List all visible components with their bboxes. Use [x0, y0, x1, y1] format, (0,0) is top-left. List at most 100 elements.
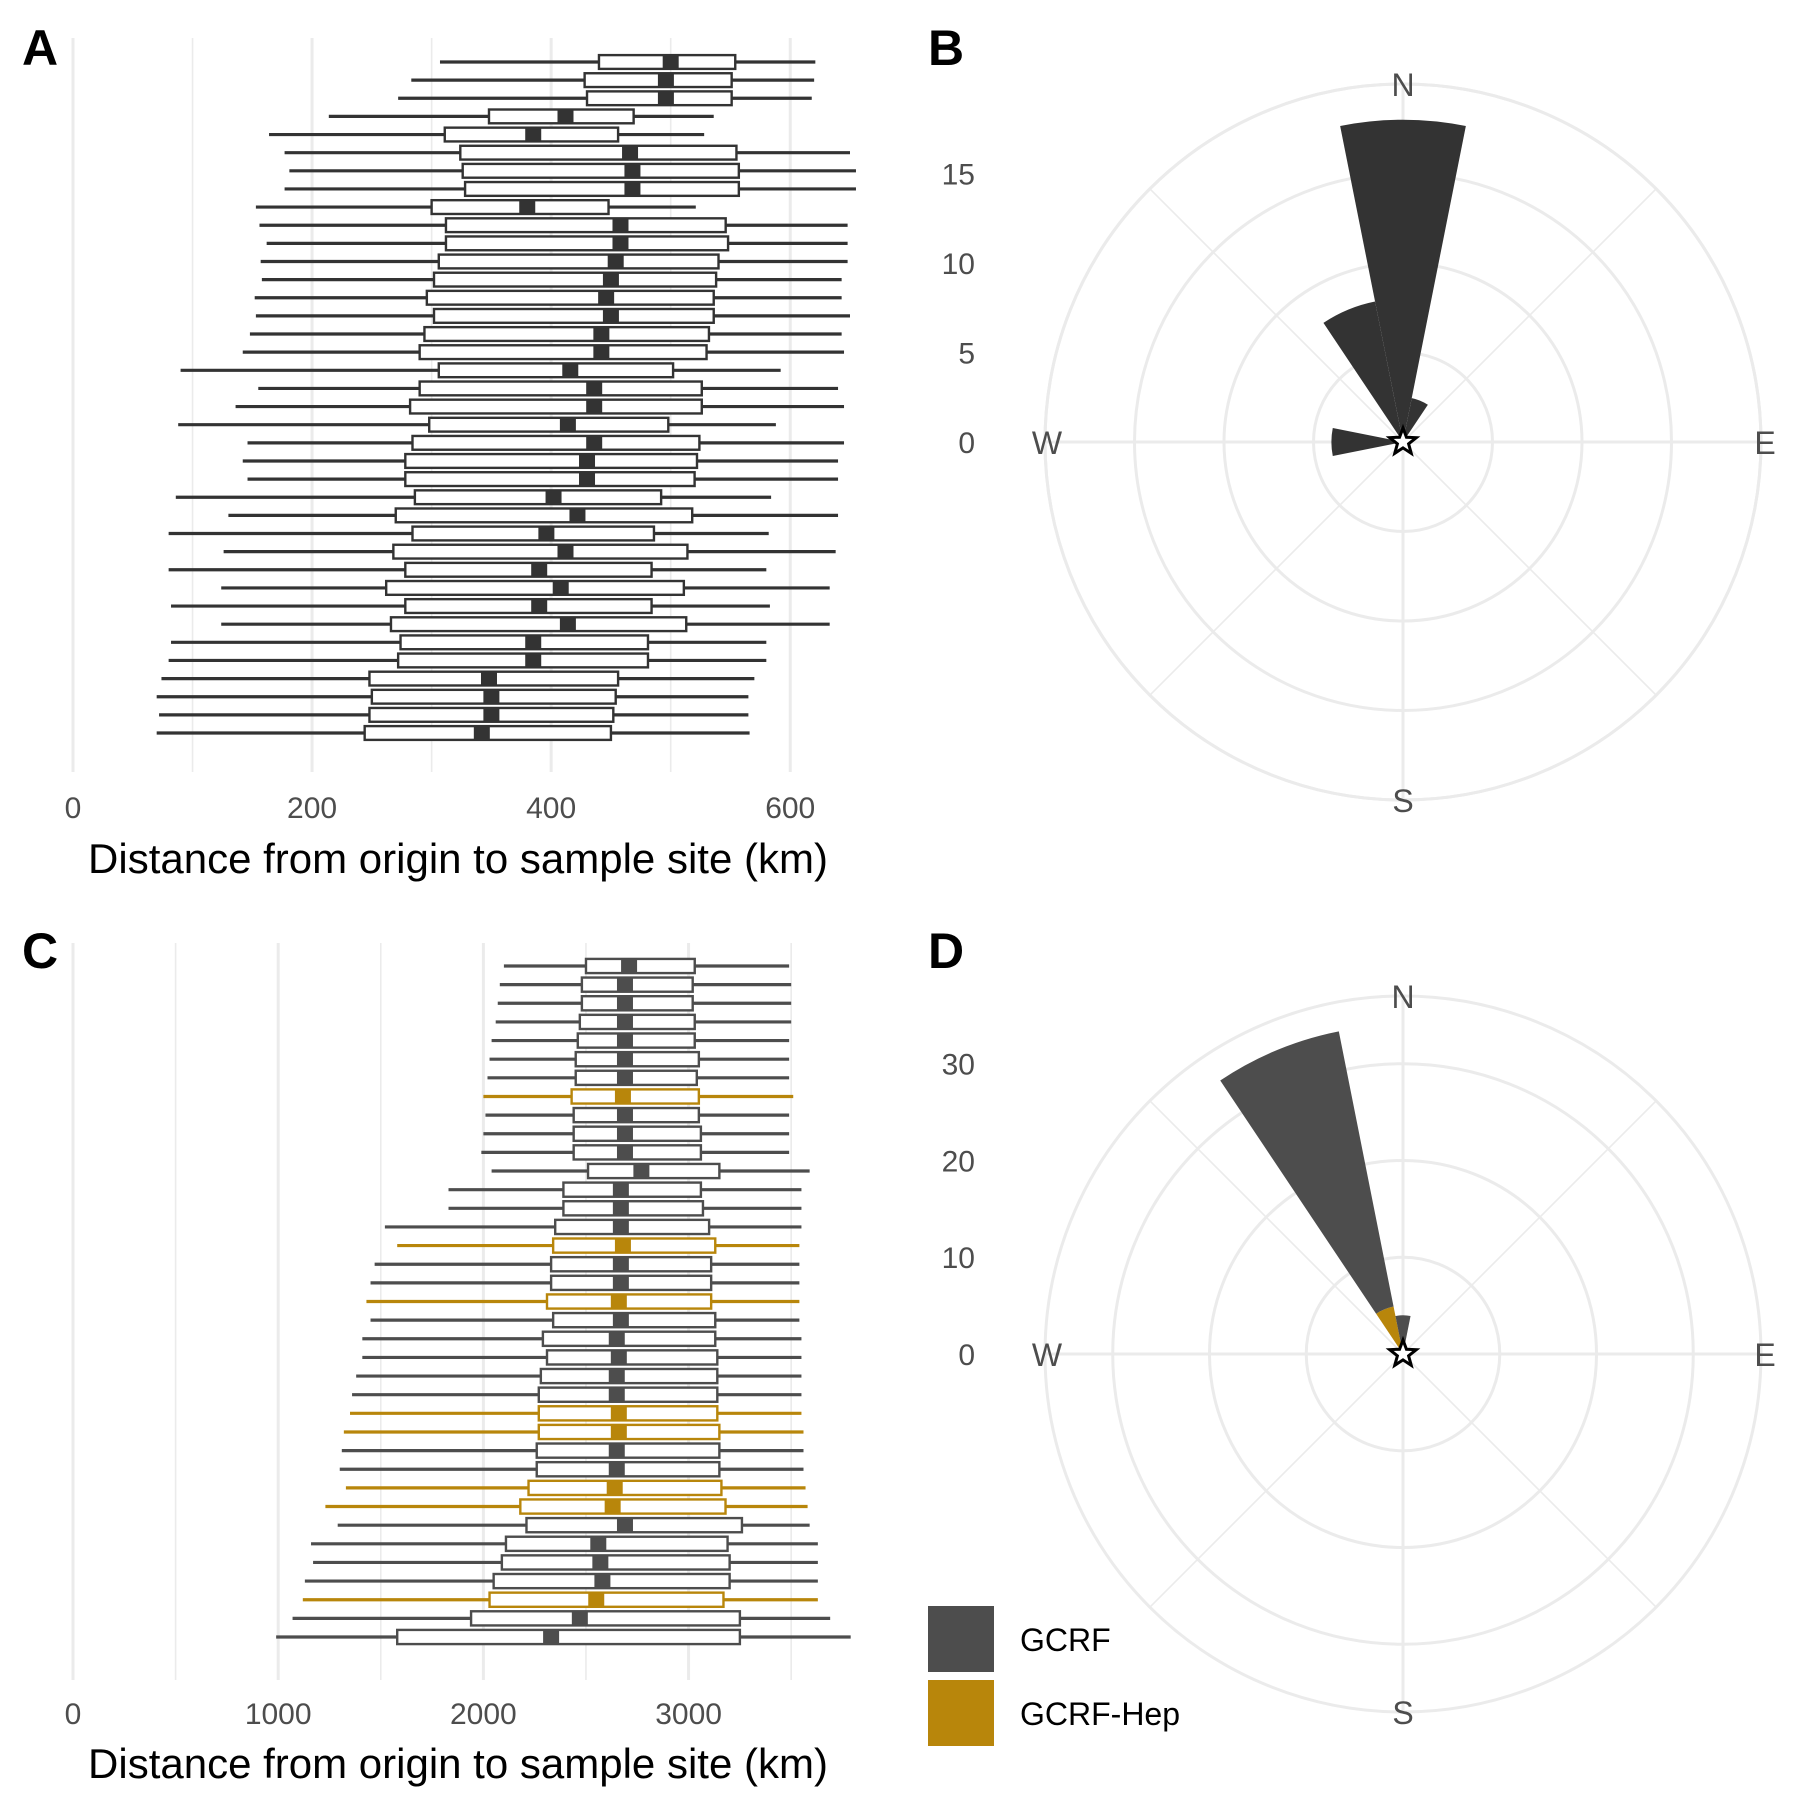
box-median [562, 363, 579, 378]
box-26 [228, 507, 839, 524]
box-iqr [404, 561, 653, 578]
box-median [594, 1574, 611, 1589]
box-iqr [572, 1125, 703, 1143]
compass-label-n: N [1391, 979, 1414, 1015]
box-median [616, 1033, 633, 1048]
box-iqr [562, 1181, 703, 1198]
box-iqr [418, 380, 703, 397]
panel-letter-b: B [928, 20, 964, 76]
panel-d-compass-labels: N E S W [1032, 979, 1776, 1731]
box-median [616, 996, 633, 1011]
sector-1 [1340, 119, 1466, 442]
box-median [586, 381, 603, 396]
sector-1-gcrf-hep [1376, 1306, 1403, 1354]
box-median [608, 1443, 625, 1458]
panel-c-boxplot: 0 1000 2000 3000 Distance from origin to sa… [65, 943, 851, 1787]
box-median [616, 1145, 633, 1160]
grid-spoke [1402, 441, 1657, 696]
box-9 [485, 1106, 790, 1124]
origin-star-icon [1385, 423, 1421, 457]
box-7 [289, 162, 856, 179]
box-32 [311, 1535, 818, 1553]
box-median [612, 1219, 629, 1235]
box-median [657, 91, 674, 106]
panel-letter-a: A [22, 20, 58, 76]
box-iqr [537, 1386, 719, 1403]
box-iqr [525, 1516, 744, 1534]
sector-4 [1331, 428, 1403, 456]
box-median [552, 581, 569, 595]
box-median [633, 1163, 650, 1179]
box-28 [223, 543, 836, 560]
box-iqr [551, 1311, 717, 1329]
panel-c-x-ticks: 0 1000 2000 3000 [65, 1698, 722, 1731]
box-iqr [519, 1498, 727, 1515]
box-iqr [411, 525, 656, 542]
box-36 [292, 1610, 831, 1627]
box-2 [411, 72, 815, 89]
origin-star-icon [1385, 1335, 1421, 1369]
panel-c-boxes [276, 957, 851, 1646]
radial-tick-label: 0 [958, 1339, 975, 1372]
box-1 [503, 957, 790, 975]
box-iqr [444, 217, 727, 234]
box-30 [325, 1498, 808, 1515]
panel-a-x-ticks: 0 200 400 600 [65, 792, 816, 825]
box-iqr [537, 1405, 719, 1422]
sector-2-gcrf [1395, 1315, 1411, 1354]
box-median [602, 272, 619, 287]
box-iqr [408, 398, 703, 415]
box-median [571, 1611, 588, 1626]
box-median [557, 109, 574, 124]
panel-d-radial-ticks: 0 10 20 30 [942, 1049, 975, 1372]
box-27 [168, 525, 769, 542]
box-iqr [576, 1032, 696, 1049]
box-iqr [574, 1050, 701, 1068]
box-median [592, 1555, 609, 1570]
box-iqr [541, 1330, 717, 1348]
box-median [473, 726, 490, 740]
box-35 [302, 1591, 818, 1609]
box-14 [254, 289, 842, 306]
box-median [608, 1387, 625, 1402]
box-median [612, 236, 629, 251]
box-6 [489, 1050, 790, 1068]
grid-spoke [1149, 188, 1404, 443]
grid-spoke [1402, 1353, 1657, 1608]
box-16 [249, 325, 842, 343]
sector-1-gcrf [1220, 1031, 1394, 1314]
box-35 [161, 670, 755, 687]
box-18 [180, 362, 781, 379]
box-median [604, 1499, 621, 1514]
x-tick-label: 0 [65, 1698, 82, 1731]
box-21 [178, 416, 776, 433]
box-3 [398, 90, 812, 107]
box-23 [356, 1367, 802, 1385]
radial-tick-label: 0 [958, 427, 975, 460]
box-iqr [444, 235, 730, 252]
box-iqr [418, 344, 708, 361]
box-5 [491, 1032, 790, 1049]
box-iqr [554, 1218, 711, 1236]
box-iqr [584, 957, 696, 975]
box-24 [247, 471, 839, 488]
box-iqr [404, 452, 699, 470]
box-20 [235, 398, 845, 415]
box-11 [266, 235, 848, 252]
box-33 [171, 634, 767, 651]
box-median [598, 290, 615, 305]
box-iqr [562, 1200, 705, 1217]
box-iqr [572, 1106, 701, 1124]
box-iqr [404, 471, 696, 488]
box-iqr [428, 416, 670, 433]
box-median [616, 1014, 633, 1029]
box-median [607, 254, 624, 269]
box-31 [337, 1516, 810, 1534]
box-26 [343, 1423, 804, 1441]
box-38 [156, 724, 750, 742]
panel-a-boxes [156, 53, 856, 742]
box-median [608, 1462, 625, 1477]
box-36 [156, 688, 749, 705]
box-23 [242, 452, 839, 470]
box-median [612, 1201, 629, 1216]
